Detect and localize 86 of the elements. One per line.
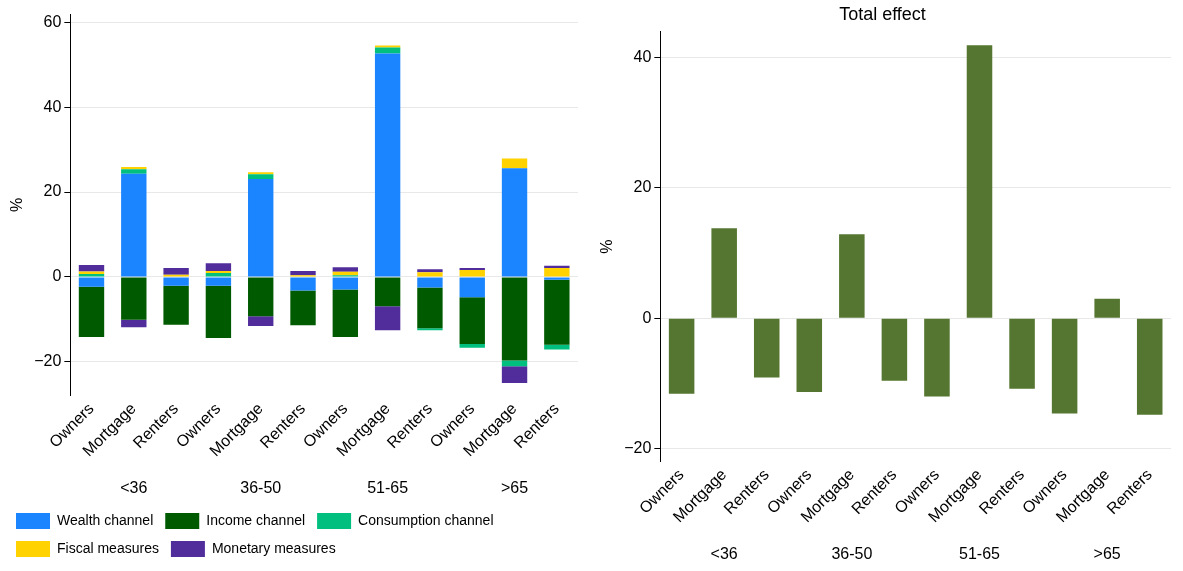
bar (544, 267, 570, 277)
bar (248, 172, 274, 175)
bar (121, 169, 147, 174)
bar (78, 265, 105, 272)
legend-label: Fiscal measures (57, 539, 159, 556)
bar (121, 277, 147, 320)
bar (121, 319, 147, 328)
text: <36 (710, 545, 738, 563)
bar (1051, 318, 1078, 414)
bar (544, 277, 570, 280)
text: 51-65 (959, 545, 1001, 563)
bar (1009, 318, 1035, 389)
bar (374, 306, 401, 331)
legend-label: Consumption channel (358, 511, 494, 528)
bar (459, 270, 485, 277)
bar (459, 343, 485, 348)
bar (881, 318, 908, 381)
bar (753, 318, 780, 378)
bar (163, 285, 189, 325)
bar (205, 263, 232, 271)
text: 36-50 (831, 545, 873, 563)
bar (459, 297, 485, 344)
bar (839, 234, 865, 318)
bar (501, 158, 528, 169)
legend-label: Income channel (206, 511, 306, 528)
y-tick-label: 20 (633, 178, 652, 196)
y-tick-label: 40 (43, 97, 62, 115)
chart-title: Total effect (839, 3, 926, 24)
bar (417, 277, 443, 288)
bar (332, 289, 359, 338)
bar (417, 269, 443, 273)
y-tick-label: 20 (43, 182, 62, 200)
bar (248, 174, 274, 179)
bar (205, 285, 232, 338)
bar (374, 53, 401, 277)
bar (417, 272, 443, 277)
bar (163, 267, 189, 275)
bar (374, 47, 401, 54)
y-tick-label: 0 (52, 267, 62, 285)
bar (544, 279, 570, 345)
y-tick-label: 40 (633, 48, 652, 66)
bar (796, 318, 823, 392)
y-tick-label: −20 (624, 439, 652, 456)
bar (248, 178, 274, 277)
bar (1094, 298, 1120, 318)
bar (205, 277, 232, 286)
bar (711, 228, 737, 318)
bar (290, 277, 316, 291)
y-tick-label: 60 (43, 12, 62, 30)
legend-label: Monetary measures (211, 539, 336, 556)
bar (668, 318, 695, 394)
bar (290, 290, 316, 326)
bar (374, 45, 401, 48)
bar (121, 167, 147, 170)
bar (374, 277, 401, 307)
legend-label: Wealth channel (57, 511, 154, 528)
bar (501, 277, 528, 361)
text: >65 (1093, 545, 1121, 563)
bar (459, 277, 485, 298)
bar (332, 277, 359, 290)
bar (248, 277, 274, 317)
y-axis-title: % (8, 197, 26, 212)
y-axis-title: % (598, 239, 616, 254)
bar (417, 287, 443, 329)
bar (459, 267, 485, 271)
text: 51-65 (367, 479, 409, 497)
bar (417, 328, 443, 331)
bar (163, 277, 189, 286)
text: 36-50 (240, 479, 282, 497)
bar (924, 318, 950, 397)
y-tick-label: 0 (642, 308, 652, 326)
bar (332, 267, 359, 272)
y-tick-label: −20 (34, 352, 62, 370)
bar (501, 168, 528, 277)
text: <36 (120, 479, 148, 497)
bar (544, 265, 570, 268)
bar (121, 173, 147, 277)
bar (966, 45, 993, 318)
bar (248, 316, 274, 327)
bar (501, 360, 528, 367)
bar (501, 366, 528, 383)
bar (78, 286, 105, 338)
bar (290, 270, 316, 276)
bar (78, 277, 105, 287)
bar (1136, 318, 1163, 415)
text: >65 (500, 479, 529, 497)
